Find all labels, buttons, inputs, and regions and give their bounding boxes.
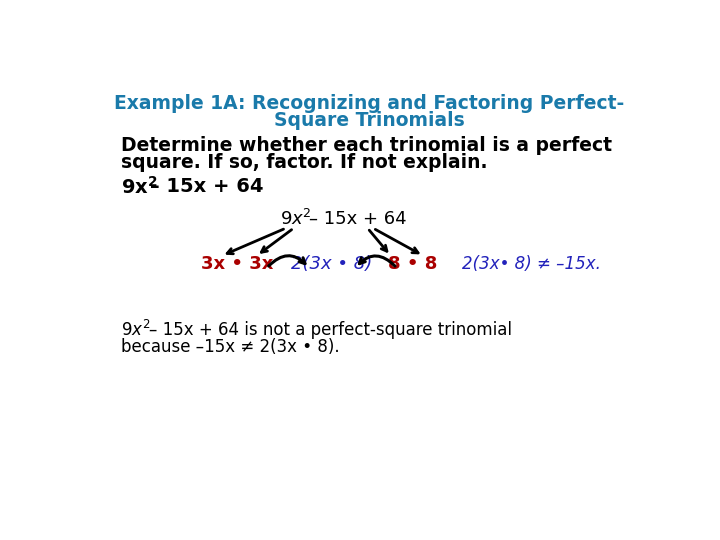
Text: – 15x + 64: – 15x + 64 <box>310 210 407 228</box>
Text: because –15x ≠ 2(3x • 8).: because –15x ≠ 2(3x • 8). <box>121 339 340 356</box>
Text: – 15x + 64: – 15x + 64 <box>150 177 264 196</box>
Text: Square Trinomials: Square Trinomials <box>274 111 464 130</box>
Text: square. If so, factor. If not explain.: square. If so, factor. If not explain. <box>121 153 487 172</box>
Text: Example 1A: Recognizing and Factoring Perfect-: Example 1A: Recognizing and Factoring Pe… <box>114 94 624 113</box>
Text: – 15x + 64 is not a perfect-square trinomial: – 15x + 64 is not a perfect-square trino… <box>149 321 512 340</box>
Text: 3x • 3x: 3x • 3x <box>201 255 274 273</box>
Text: $9x^2$: $9x^2$ <box>280 209 312 229</box>
Text: Determine whether each trinomial is a perfect: Determine whether each trinomial is a pe… <box>121 136 612 155</box>
Text: 8 • 8: 8 • 8 <box>387 255 437 273</box>
Text: 2(3x• 8) ≠ –15x.: 2(3x• 8) ≠ –15x. <box>462 255 601 273</box>
Text: $9x^2$: $9x^2$ <box>121 320 150 341</box>
Text: 2(3x • 8): 2(3x • 8) <box>291 255 372 273</box>
Text: $\mathbf{9x^2}$: $\mathbf{9x^2}$ <box>121 176 158 198</box>
